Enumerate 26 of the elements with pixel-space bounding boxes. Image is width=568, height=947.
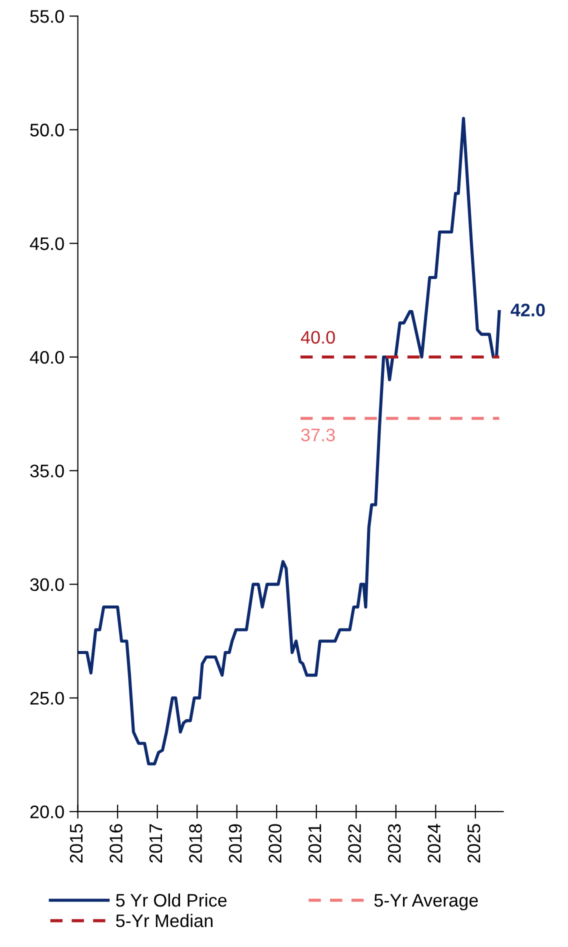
legend-label: 5-Yr Median (116, 914, 213, 928)
x-tick-label: 2019 (228, 824, 242, 863)
y-tick-label: 25.0 (30, 692, 64, 705)
x-tick-label: 2024 (428, 824, 441, 863)
y-tick-label: 40.0 (30, 350, 64, 364)
legend-label: 5-Yr Average (374, 894, 478, 910)
x-tick-label: 2018 (189, 824, 202, 863)
y-tick-label: 50.0 (30, 124, 64, 136)
x-tick-label: 2020 (268, 824, 282, 863)
x-tick-label: 2023 (388, 824, 401, 863)
line-series (78, 116, 501, 766)
data-label: 42.0 (510, 304, 545, 316)
y-tick-label: 45.0 (30, 237, 64, 250)
x-tick-label: 2022 (348, 824, 361, 863)
x-tick-label: 2016 (110, 824, 122, 863)
y-tick-label: 55.0 (30, 10, 64, 23)
y-tick-label: 20.0 (30, 806, 64, 818)
x-tick-label: 2015 (70, 824, 83, 863)
y-tick-label: 30.0 (30, 578, 64, 592)
x-tick-label: 2021 (308, 824, 322, 863)
x-tick-label: 2025 (467, 824, 480, 863)
legend-label: 5 Yr Old Price (116, 893, 227, 907)
y-tick-label: 35.0 (30, 464, 64, 478)
data-label: 37.3 (301, 428, 335, 442)
x-tick-label: 2017 (149, 824, 162, 863)
data-label: 40.0 (300, 330, 335, 344)
